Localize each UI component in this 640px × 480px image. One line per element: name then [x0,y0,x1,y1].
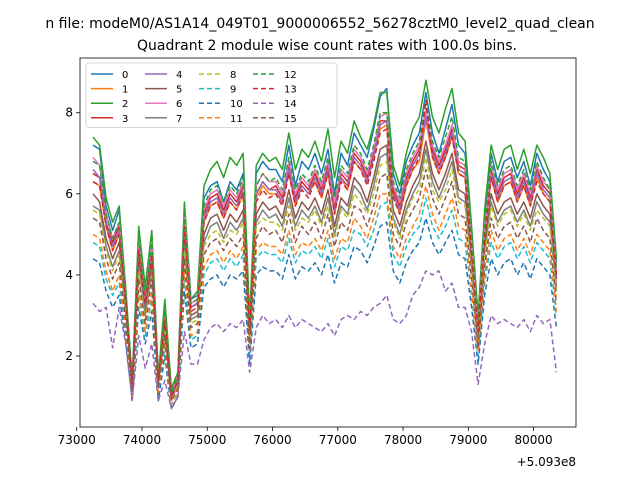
axes-border [79,57,577,428]
x-tick-label: 78000 [384,433,422,447]
legend-label-12: 12 [284,70,297,81]
legend-label-8: 8 [230,70,236,81]
series-line-14 [92,270,558,410]
legend-label-10: 10 [230,99,243,110]
legend-label-4: 4 [176,70,182,81]
legend-box [85,62,338,128]
y-tick-label: 4 [65,268,73,282]
series-line-15 [92,168,558,402]
x-axis: 73000 74000 75000 76000 77000 78000 79000 80000 [58,427,553,447]
legend-label-2: 2 [122,99,128,110]
legend-label-14: 14 [284,99,297,110]
legend-label-6: 6 [176,99,182,110]
x-tick-label: 80000 [514,433,552,447]
x-tick-label: 76000 [253,433,291,447]
legend-label-7: 7 [176,114,182,125]
x-tick-label: 75000 [188,433,226,447]
x-tick-label: 73000 [58,433,96,447]
x-tick-label: 74000 [123,433,161,447]
legend-label-3: 3 [122,114,128,125]
x-tick-label: 79000 [449,433,487,447]
legend-label-13: 13 [284,85,297,96]
legend-label-5: 5 [176,85,182,96]
legend-label-0: 0 [122,70,128,81]
x-tick-label: 77000 [319,433,357,447]
y-tick-label: 6 [65,187,73,201]
legend-label-1: 1 [122,85,128,96]
y-axis: 2 4 6 8 [65,106,80,363]
y-tick-label: 2 [65,349,73,363]
legend-label-11: 11 [230,114,243,125]
legend-label-9: 9 [230,85,236,96]
y-tick-label: 8 [65,106,73,120]
series-layer [92,79,558,410]
legend-label-15: 15 [284,114,297,125]
x-offset-label: +5.093e8 [517,455,576,469]
chart-title: Quadrant 2 module wise count rates with … [137,38,517,54]
figure-suptitle: n file: modeM0/AS1A14_049T01_9000006552_… [45,16,594,32]
